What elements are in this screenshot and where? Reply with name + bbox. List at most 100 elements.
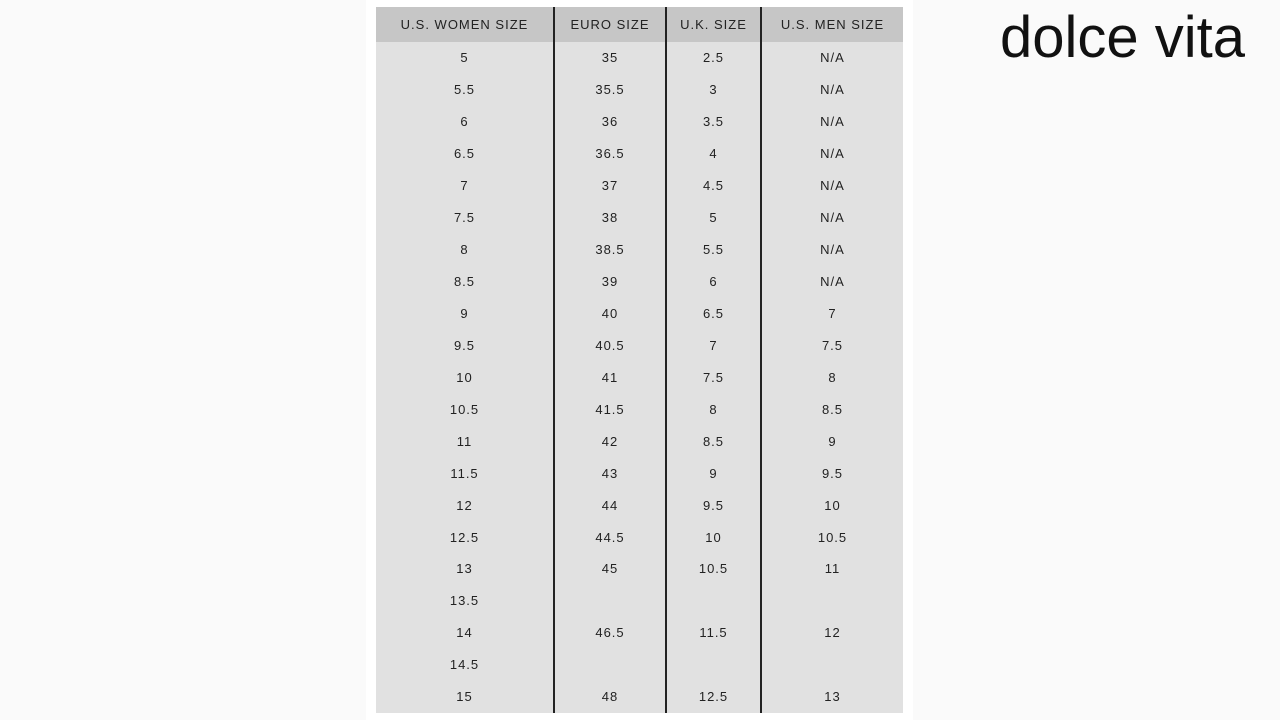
table-header-row: U.S. WOMEN SIZE EURO SIZE U.K. SIZE U.S. ME… bbox=[376, 7, 903, 42]
table-row: 11.5 43 9 9.5 bbox=[376, 457, 903, 490]
table-cell: 3.5 bbox=[665, 105, 761, 138]
table-cell: 11 bbox=[376, 425, 554, 458]
size-chart-table: U.S. WOMEN SIZE EURO SIZE U.K. SIZE U.S. ME… bbox=[376, 7, 903, 713]
column-header: U.S. WOMEN SIZE bbox=[376, 7, 554, 42]
table-cell: 7.5 bbox=[760, 329, 903, 362]
table-cell bbox=[553, 648, 666, 681]
table-row: 8 38.5 5.5 N/A bbox=[376, 233, 903, 266]
table-cell: 12.5 bbox=[376, 521, 554, 553]
table-cell: 6 bbox=[665, 265, 761, 298]
table-cell: 40 bbox=[553, 297, 666, 330]
table-row: 8.5 39 6 N/A bbox=[376, 265, 903, 298]
table-cell: 9.5 bbox=[665, 489, 761, 522]
table-cell: 11.5 bbox=[376, 457, 554, 490]
column-header: U.K. SIZE bbox=[665, 7, 761, 42]
table-row: 6 36 3.5 N/A bbox=[376, 105, 903, 138]
table-cell: 40.5 bbox=[553, 329, 666, 362]
table-row: 9 40 6.5 7 bbox=[376, 297, 903, 330]
table-cell: 7 bbox=[760, 297, 903, 330]
table-cell: 43 bbox=[553, 457, 666, 490]
table-cell: N/A bbox=[760, 169, 903, 202]
table-cell: 13 bbox=[376, 553, 554, 585]
table-row: 15 48 12.5 13 bbox=[376, 680, 903, 713]
table-cell: 7.5 bbox=[665, 361, 761, 394]
table-cell: 5 bbox=[376, 42, 554, 74]
table-row: 6.5 36.5 4 N/A bbox=[376, 137, 903, 170]
table-cell: 7.5 bbox=[376, 201, 554, 234]
table-row: 13.5 bbox=[376, 584, 903, 617]
table-cell: 10 bbox=[376, 361, 554, 394]
table-row: 9.5 40.5 7 7.5 bbox=[376, 329, 903, 362]
table-cell: N/A bbox=[760, 137, 903, 170]
table-cell bbox=[665, 584, 761, 617]
table-cell: 10 bbox=[665, 521, 761, 553]
table-cell: 2.5 bbox=[665, 42, 761, 74]
table-row: 12 44 9.5 10 bbox=[376, 489, 903, 522]
table-cell: 45 bbox=[553, 553, 666, 585]
table-cell: 36 bbox=[553, 105, 666, 138]
table-cell: 6 bbox=[376, 105, 554, 138]
table-cell: 5 bbox=[665, 201, 761, 234]
table-cell: 44 bbox=[553, 489, 666, 522]
table-cell: 13.5 bbox=[376, 584, 554, 617]
table-row: 13 45 10.5 11 bbox=[376, 553, 903, 585]
table-cell: 12 bbox=[376, 489, 554, 522]
table-row: 7 37 4.5 N/A bbox=[376, 169, 903, 202]
table-cell: 15 bbox=[376, 680, 554, 713]
table-cell: 8 bbox=[665, 393, 761, 426]
table-cell: 48 bbox=[553, 680, 666, 713]
table-cell: 37 bbox=[553, 169, 666, 202]
table-cell: 9.5 bbox=[376, 329, 554, 362]
table-cell: N/A bbox=[760, 233, 903, 266]
table-cell: 38.5 bbox=[553, 233, 666, 266]
table-cell: 10 bbox=[760, 489, 903, 522]
table-row: 5 35 2.5 N/A bbox=[376, 42, 903, 74]
table-cell: 9 bbox=[665, 457, 761, 490]
table-cell: 14.5 bbox=[376, 648, 554, 681]
table-cell: 12 bbox=[760, 616, 903, 649]
table-cell: 11.5 bbox=[665, 616, 761, 649]
column-header: U.S. MEN SIZE bbox=[760, 7, 903, 42]
table-row: 5.5 35.5 3 N/A bbox=[376, 73, 903, 106]
table-cell: N/A bbox=[760, 265, 903, 298]
table-cell: 5.5 bbox=[665, 233, 761, 266]
table-cell: 7 bbox=[665, 329, 761, 362]
table-cell: 4 bbox=[665, 137, 761, 170]
table-row: 7.5 38 5 N/A bbox=[376, 201, 903, 234]
table-cell: 12.5 bbox=[665, 680, 761, 713]
table-cell: 8.5 bbox=[376, 265, 554, 298]
table-row: 11 42 8.5 9 bbox=[376, 425, 903, 458]
table-cell bbox=[760, 648, 903, 681]
table-cell: 35.5 bbox=[553, 73, 666, 106]
table-cell: 35 bbox=[553, 42, 666, 74]
table-cell: 6.5 bbox=[376, 137, 554, 170]
table-cell: 46.5 bbox=[553, 616, 666, 649]
table-cell: 39 bbox=[553, 265, 666, 298]
table-cell: 6.5 bbox=[665, 297, 761, 330]
table-cell: 11 bbox=[760, 553, 903, 585]
table-cell: 44.5 bbox=[553, 521, 666, 553]
table-cell: 9.5 bbox=[760, 457, 903, 490]
table-cell: 8.5 bbox=[665, 425, 761, 458]
table-cell: 3 bbox=[665, 73, 761, 106]
table-cell: 4.5 bbox=[665, 169, 761, 202]
brand-logo: dolce vita bbox=[1000, 5, 1246, 70]
table-cell: 10.5 bbox=[760, 521, 903, 553]
table-cell bbox=[553, 584, 666, 617]
table-cell: N/A bbox=[760, 105, 903, 138]
table-cell: 10.5 bbox=[665, 553, 761, 585]
table-cell: 7 bbox=[376, 169, 554, 202]
table-cell bbox=[760, 584, 903, 617]
table-cell: 5.5 bbox=[376, 73, 554, 106]
table-cell: 9 bbox=[760, 425, 903, 458]
table-row: 10 41 7.5 8 bbox=[376, 361, 903, 394]
table-cell: 41 bbox=[553, 361, 666, 394]
table-row: 14.5 bbox=[376, 648, 903, 681]
table-cell: 14 bbox=[376, 616, 554, 649]
table-cell: 8 bbox=[376, 233, 554, 266]
table-cell bbox=[665, 648, 761, 681]
table-cell: 9 bbox=[376, 297, 554, 330]
column-header: EURO SIZE bbox=[553, 7, 666, 42]
table-cell: N/A bbox=[760, 73, 903, 106]
table-cell: N/A bbox=[760, 42, 903, 74]
